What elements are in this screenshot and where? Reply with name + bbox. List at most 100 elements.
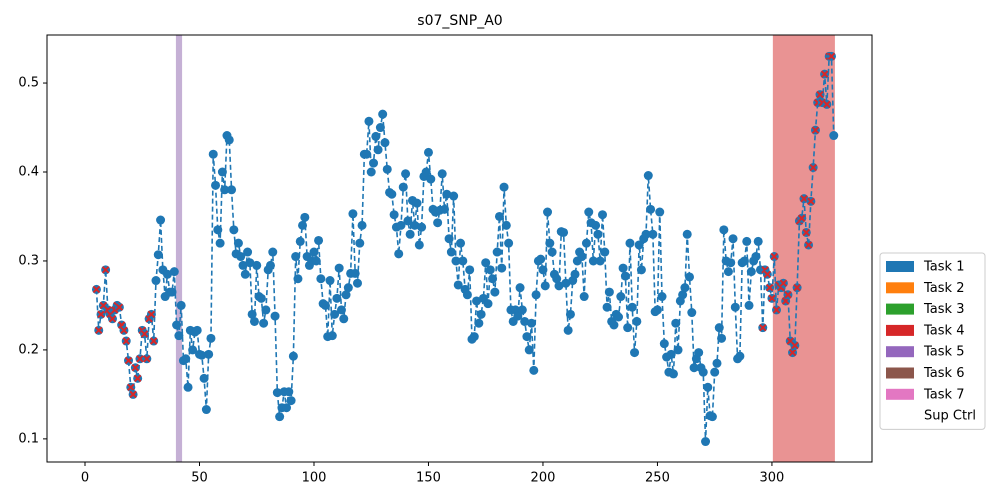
data-point [433, 218, 443, 228]
task-marker [768, 294, 776, 303]
data-point [291, 252, 301, 262]
legend-swatch [886, 367, 914, 379]
task-marker [820, 70, 829, 78]
task-marker [816, 90, 824, 99]
data-point [167, 287, 177, 297]
data-point [543, 207, 553, 217]
data-point [527, 318, 537, 328]
task-marker [800, 194, 808, 203]
data-point [618, 263, 628, 273]
data-point [204, 349, 214, 359]
data-point [442, 189, 452, 199]
data-point [492, 247, 502, 257]
data-point [183, 382, 193, 392]
data-point [412, 198, 422, 208]
legend-swatch [886, 324, 914, 336]
data-point [243, 247, 253, 257]
task-marker [804, 241, 813, 249]
data-point [746, 267, 756, 277]
data-point [634, 240, 644, 250]
legend-label: Task 7 [923, 387, 964, 402]
data-point [623, 323, 633, 333]
task-marker [770, 252, 778, 261]
data-point [220, 185, 230, 195]
data-point [561, 278, 571, 288]
data-point [213, 225, 223, 235]
task-marker [133, 374, 142, 383]
data-point [325, 276, 335, 286]
data-point [730, 302, 740, 312]
data-point [689, 363, 699, 373]
data-point [355, 238, 365, 248]
data-point [417, 222, 427, 232]
data-point [616, 292, 626, 302]
y-tick-label: 0.3 [18, 253, 39, 268]
data-point [694, 348, 704, 358]
data-point [378, 109, 388, 119]
data-point [602, 302, 612, 312]
data-point [199, 373, 209, 383]
data-point [513, 311, 523, 321]
data-point [668, 369, 678, 379]
data-point [597, 210, 607, 220]
data-point [636, 265, 646, 275]
data-point [311, 256, 321, 266]
data-point [577, 252, 587, 262]
data-point [625, 238, 635, 248]
data-point [648, 229, 658, 239]
data-point [208, 149, 218, 159]
legend-swatch [886, 282, 914, 294]
data-point [456, 238, 466, 248]
data-point [162, 269, 172, 279]
legend-box [879, 252, 986, 430]
task-marker [811, 126, 820, 134]
data-point [201, 405, 211, 415]
task-marker [759, 323, 767, 332]
data-point [657, 292, 667, 302]
task-marker [136, 355, 144, 363]
data-point [584, 207, 594, 217]
data-point [671, 318, 681, 328]
data-point [451, 256, 461, 266]
data-point [364, 116, 374, 126]
data-point [627, 302, 637, 312]
task-marker [788, 348, 797, 357]
task-marker [763, 270, 772, 279]
data-point [252, 260, 262, 270]
data-point [181, 354, 191, 364]
data-point [538, 265, 548, 275]
data-point [211, 180, 221, 190]
data-point [536, 254, 546, 264]
data-point [472, 296, 482, 306]
task-marker [823, 100, 831, 109]
data-point [703, 382, 713, 392]
y-tick-label: 0.4 [18, 164, 39, 179]
legend-label: Task 6 [923, 366, 964, 381]
data-point [261, 305, 271, 315]
data-point [554, 281, 564, 291]
data-point [172, 320, 182, 330]
data-point [206, 333, 216, 343]
legend-swatch [886, 346, 914, 358]
data-point [753, 236, 763, 246]
data-point [403, 216, 413, 226]
data-point [643, 171, 653, 181]
data-point [712, 358, 722, 368]
data-point [236, 252, 246, 262]
data-point [398, 182, 408, 192]
data-point [520, 316, 530, 326]
task-marker [92, 285, 101, 294]
task-marker [827, 52, 836, 61]
data-point [382, 164, 392, 174]
data-point [437, 169, 447, 179]
data-point [680, 283, 690, 293]
data-point [192, 325, 202, 335]
data-point [501, 220, 511, 230]
data-point [593, 229, 603, 239]
data-point [522, 332, 532, 342]
task-marker [807, 197, 815, 206]
task-marker [101, 266, 110, 274]
legend-swatch [886, 410, 914, 422]
data-point [701, 437, 711, 447]
data-point [215, 238, 225, 248]
